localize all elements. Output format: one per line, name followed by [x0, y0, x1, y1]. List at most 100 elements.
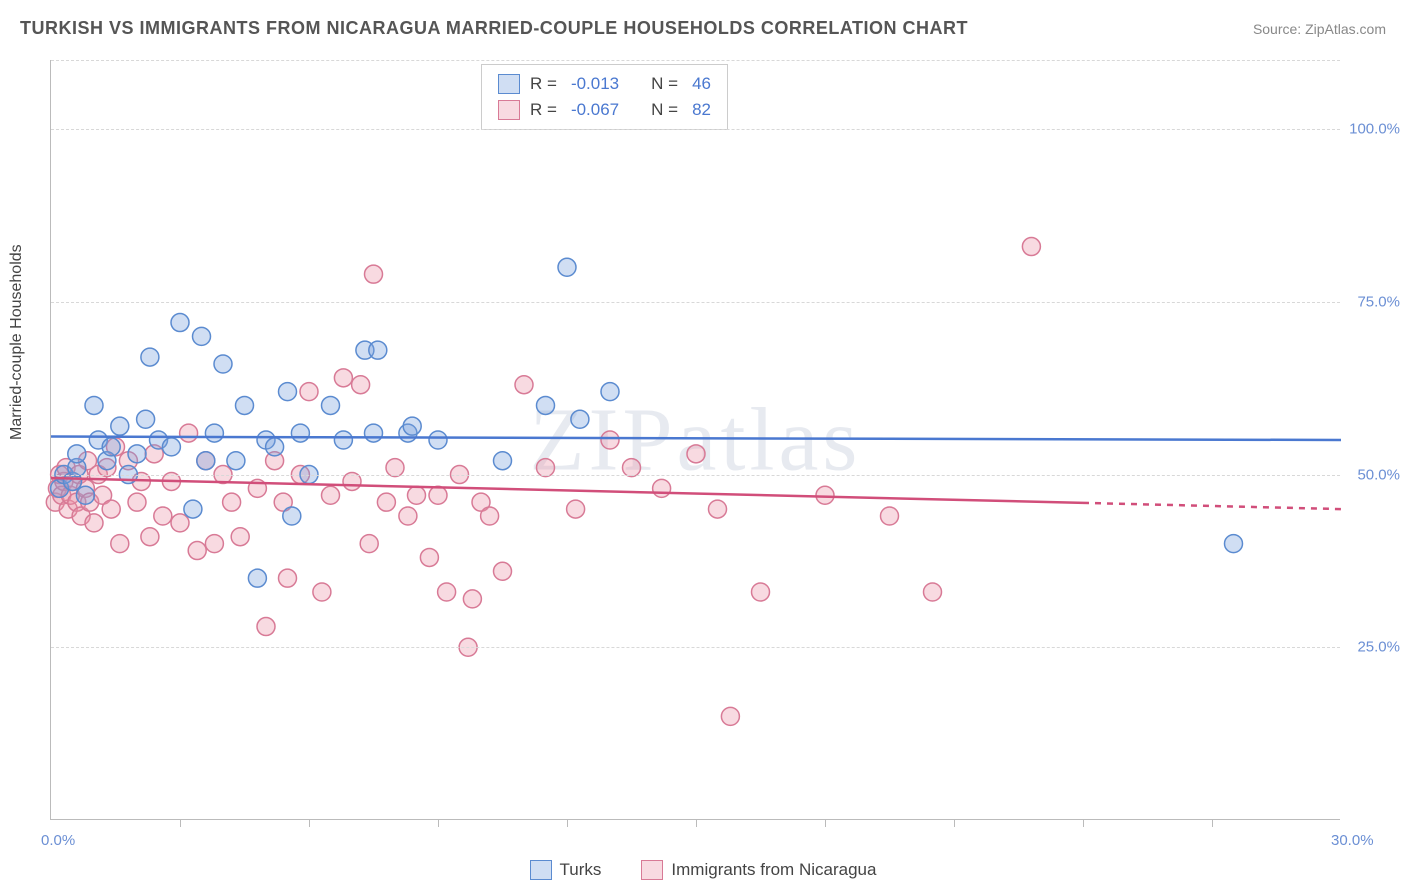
- data-point: [184, 500, 202, 518]
- data-point: [399, 507, 417, 525]
- x-tick: [309, 819, 310, 827]
- legend-label: Immigrants from Nicaragua: [671, 860, 876, 880]
- x-tick: [954, 819, 955, 827]
- data-point: [180, 424, 198, 442]
- data-point: [85, 396, 103, 414]
- legend-item-turks: Turks: [530, 860, 602, 880]
- data-point: [687, 445, 705, 463]
- y-axis-title: Married-couple Households: [8, 244, 26, 440]
- swatch-series1-icon: [530, 860, 552, 880]
- x-tick: [180, 819, 181, 827]
- data-point: [403, 417, 421, 435]
- data-point: [128, 445, 146, 463]
- y-tick-label: 75.0%: [1357, 293, 1400, 310]
- data-point: [481, 507, 499, 525]
- data-point: [291, 424, 309, 442]
- data-point: [567, 500, 585, 518]
- gridline: [51, 60, 1340, 61]
- data-point: [236, 396, 254, 414]
- data-point: [231, 528, 249, 546]
- x-tick: [438, 819, 439, 827]
- data-point: [283, 507, 301, 525]
- trend-line: [51, 478, 1083, 503]
- data-point: [1225, 535, 1243, 553]
- trend-line: [51, 437, 1341, 440]
- data-point: [141, 528, 159, 546]
- y-tick-label: 100.0%: [1349, 121, 1400, 138]
- legend-item-nicaragua: Immigrants from Nicaragua: [641, 860, 876, 880]
- gridline: [51, 302, 1340, 303]
- data-point: [266, 438, 284, 456]
- x-tick-label: 0.0%: [41, 832, 75, 849]
- header: TURKISH VS IMMIGRANTS FROM NICARAGUA MAR…: [20, 18, 1386, 39]
- gridline: [51, 475, 1340, 476]
- y-tick-label: 50.0%: [1357, 466, 1400, 483]
- data-point: [128, 493, 146, 511]
- data-point: [279, 569, 297, 587]
- scatter-plot: [51, 60, 1340, 819]
- data-point: [171, 314, 189, 332]
- data-point: [68, 445, 86, 463]
- x-tick: [825, 819, 826, 827]
- data-point: [365, 424, 383, 442]
- data-point: [85, 514, 103, 532]
- data-point: [102, 438, 120, 456]
- data-point: [227, 452, 245, 470]
- x-tick: [1212, 819, 1213, 827]
- data-point: [369, 341, 387, 359]
- data-point: [429, 431, 447, 449]
- data-point: [881, 507, 899, 525]
- data-point: [76, 486, 94, 504]
- x-tick: [1083, 819, 1084, 827]
- data-point: [313, 583, 331, 601]
- data-point: [111, 535, 129, 553]
- data-point: [322, 486, 340, 504]
- data-point: [300, 383, 318, 401]
- data-point: [463, 590, 481, 608]
- x-tick-label: 30.0%: [1331, 832, 1374, 849]
- data-point: [601, 383, 619, 401]
- data-point: [193, 327, 211, 345]
- data-point: [601, 431, 619, 449]
- data-point: [438, 583, 456, 601]
- data-point: [721, 707, 739, 725]
- data-point: [924, 583, 942, 601]
- data-point: [709, 500, 727, 518]
- data-point: [137, 410, 155, 428]
- chart-area: ZIPatlas R = -0.013 N = 46 R = -0.067 N …: [50, 60, 1340, 820]
- data-point: [494, 562, 512, 580]
- bottom-legend: Turks Immigrants from Nicaragua: [0, 860, 1406, 880]
- data-point: [154, 507, 172, 525]
- data-point: [494, 452, 512, 470]
- data-point: [223, 493, 241, 511]
- data-point: [571, 410, 589, 428]
- data-point: [365, 265, 383, 283]
- data-point: [360, 535, 378, 553]
- data-point: [322, 396, 340, 414]
- data-point: [420, 548, 438, 566]
- data-point: [197, 452, 215, 470]
- gridline: [51, 647, 1340, 648]
- data-point: [214, 355, 232, 373]
- data-point: [205, 535, 223, 553]
- data-point: [408, 486, 426, 504]
- swatch-series2-icon: [641, 860, 663, 880]
- data-point: [205, 424, 223, 442]
- source-label: Source: ZipAtlas.com: [1253, 21, 1386, 37]
- data-point: [515, 376, 533, 394]
- x-tick: [696, 819, 697, 827]
- data-point: [352, 376, 370, 394]
- gridline: [51, 129, 1340, 130]
- data-point: [1022, 238, 1040, 256]
- data-point: [653, 479, 671, 497]
- x-tick: [567, 819, 568, 827]
- trend-line-extrapolated: [1083, 503, 1341, 509]
- data-point: [248, 569, 266, 587]
- data-point: [257, 618, 275, 636]
- data-point: [111, 417, 129, 435]
- data-point: [188, 542, 206, 560]
- data-point: [171, 514, 189, 532]
- data-point: [279, 383, 297, 401]
- data-point: [537, 396, 555, 414]
- data-point: [558, 258, 576, 276]
